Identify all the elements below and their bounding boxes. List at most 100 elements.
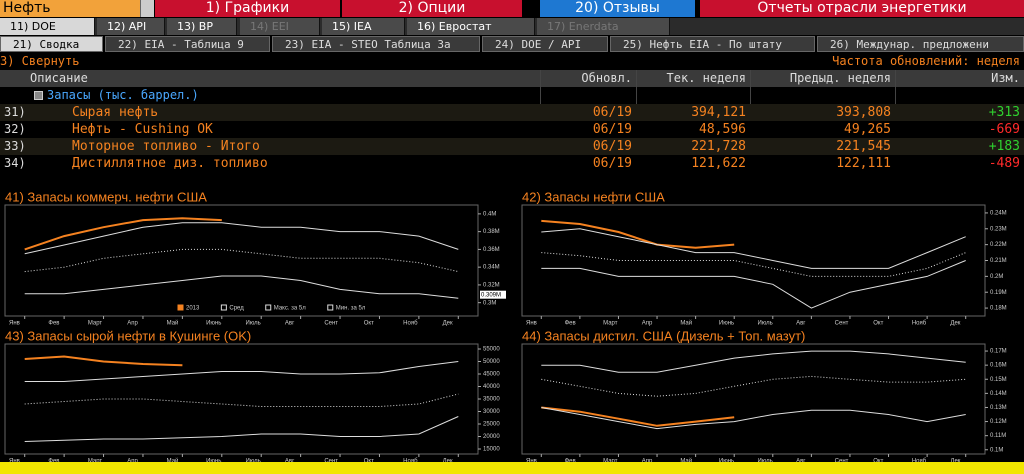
plot-area bbox=[521, 343, 986, 455]
group-icon[interactable] bbox=[34, 91, 43, 100]
x-tick-label: Сент bbox=[835, 321, 849, 327]
tab[interactable]: 12) API bbox=[97, 18, 165, 35]
row-previous: 393,808 bbox=[836, 105, 891, 120]
row-id: 32) bbox=[4, 122, 26, 136]
legend-swatch bbox=[327, 304, 334, 311]
legend-swatch bbox=[265, 304, 272, 311]
row-previous: 49,265 bbox=[844, 122, 891, 137]
row-name[interactable]: Дистиллятное диз. топливо bbox=[72, 156, 268, 171]
row-id: 33) bbox=[4, 139, 26, 153]
tab[interactable]: 15) IEA bbox=[322, 18, 405, 35]
subtab[interactable]: 25) Нефть EIA - По штату bbox=[610, 36, 815, 52]
x-tick-label: Май bbox=[167, 320, 179, 327]
subtab[interactable]: 26) Междунар. предложени bbox=[817, 36, 1024, 52]
x-tick-label: Окт bbox=[364, 321, 374, 327]
menu-button[interactable]: 20) Отзывы bbox=[540, 0, 695, 17]
x-tick-label: Июнь bbox=[206, 459, 221, 465]
x-tick-label: Дек bbox=[443, 321, 453, 327]
row-updated: 06/19 bbox=[592, 122, 632, 137]
x-tick-label: Окт bbox=[873, 459, 883, 465]
tab[interactable]: 16) Евростат bbox=[407, 18, 535, 35]
tab[interactable]: 13) BP bbox=[167, 18, 237, 35]
row-updated: 06/19 bbox=[592, 139, 632, 154]
row-updated: 06/19 bbox=[592, 105, 632, 120]
x-tick-label: Апр bbox=[642, 459, 653, 465]
x-tick-label: Июнь bbox=[719, 459, 734, 465]
series-line bbox=[24, 222, 459, 255]
row-updated: 06/19 bbox=[592, 156, 632, 171]
x-tick-label: Нояб bbox=[912, 321, 927, 327]
series-line bbox=[541, 260, 966, 309]
y-tick-label: 0.11M bbox=[990, 433, 1006, 439]
row-change: -669 bbox=[988, 122, 1020, 137]
x-tick-label: Апр bbox=[127, 459, 138, 465]
y-tick-label: 0.3M bbox=[483, 300, 496, 306]
series-line bbox=[24, 355, 183, 367]
series-line bbox=[24, 393, 459, 407]
subtab[interactable]: 22) EIA - Таблица 9 bbox=[105, 36, 270, 52]
row-name[interactable]: Моторное топливо - Итого bbox=[72, 139, 260, 154]
y-tick-label: 50000 bbox=[483, 359, 500, 365]
y-tick-label: 15000 bbox=[483, 447, 500, 453]
x-tick-label: Окт bbox=[873, 321, 883, 327]
legend-swatch bbox=[177, 304, 184, 311]
row-name[interactable]: Сырая нефть bbox=[72, 105, 159, 120]
update-frequency: Частота обновлений: неделя bbox=[832, 54, 1020, 68]
x-tick-label: Сент bbox=[835, 459, 849, 465]
table-row bbox=[0, 104, 1024, 121]
y-tick-label: 0.1M bbox=[990, 447, 1003, 453]
group-label: Запасы (тыс. баррел.) bbox=[47, 88, 199, 102]
row-name[interactable]: Нефть - Cushing OK bbox=[72, 122, 213, 137]
x-tick-label: Май bbox=[680, 320, 692, 327]
dropdown-arrow[interactable] bbox=[140, 0, 154, 17]
y-tick-label: 30000 bbox=[483, 409, 500, 415]
y-tick-label: 0.19M bbox=[990, 290, 1007, 296]
y-tick-label: 0.17M bbox=[990, 349, 1007, 355]
series-line bbox=[541, 407, 966, 430]
x-tick-label: Март bbox=[603, 459, 618, 465]
series-line bbox=[24, 361, 459, 382]
row-current: 394,121 bbox=[691, 105, 746, 120]
plot-area bbox=[521, 204, 986, 317]
subtab[interactable]: 24) DOE / API bbox=[482, 36, 608, 52]
x-tick-label: Фев bbox=[48, 459, 59, 465]
menu-button[interactable]: 2) Опции bbox=[342, 0, 522, 17]
x-tick-label: Март bbox=[603, 321, 618, 327]
tab[interactable]: 14) EEI bbox=[240, 18, 320, 35]
x-tick-label: Авг bbox=[285, 321, 295, 327]
column-header: Тек. неделя bbox=[666, 71, 746, 85]
table-row bbox=[0, 121, 1024, 138]
collapse-button[interactable]: 3) Свернуть bbox=[0, 54, 80, 68]
subtab[interactable]: 23) EIA - STEO Таблица 3а bbox=[272, 36, 480, 52]
y-tick-label: 55000 bbox=[483, 347, 500, 353]
x-tick-label: Окт bbox=[364, 459, 374, 465]
bottom-strip bbox=[0, 462, 1024, 474]
x-tick-label: Июнь bbox=[719, 321, 734, 327]
x-tick-label: Апр bbox=[642, 321, 653, 327]
x-tick-label: Дек bbox=[950, 321, 960, 327]
row-current: 221,728 bbox=[691, 139, 746, 154]
x-tick-label: Авг bbox=[796, 321, 806, 327]
y-tick-label: 45000 bbox=[483, 372, 500, 378]
subtab[interactable]: 21) Сводка bbox=[0, 36, 103, 52]
security-input[interactable]: Нефть bbox=[0, 0, 140, 17]
x-tick-label: Янв bbox=[9, 459, 20, 465]
x-tick-label: Фев bbox=[565, 459, 576, 465]
y-tick-label: 0.13M bbox=[990, 405, 1007, 411]
x-tick-label: Март bbox=[88, 321, 103, 327]
x-tick-label: Май bbox=[167, 458, 179, 465]
legend-label: Сред bbox=[229, 306, 244, 312]
column-header: Описание bbox=[30, 71, 88, 85]
row-current: 121,622 bbox=[691, 156, 746, 171]
y-tick-label: 0.22M bbox=[990, 242, 1007, 248]
series-line bbox=[541, 252, 966, 277]
legend-swatch bbox=[220, 304, 227, 311]
x-tick-label: Май bbox=[680, 458, 692, 465]
row-id: 31) bbox=[4, 105, 26, 119]
series-line bbox=[24, 416, 459, 442]
chart-title: 44) Запасы дистил. США (Дизель + Топ. ма… bbox=[522, 328, 805, 343]
tab[interactable]: 17) Enerdata bbox=[537, 18, 670, 35]
tab[interactable]: 11) DOE bbox=[0, 18, 95, 35]
menu-button[interactable]: 1) Графики bbox=[155, 0, 340, 17]
